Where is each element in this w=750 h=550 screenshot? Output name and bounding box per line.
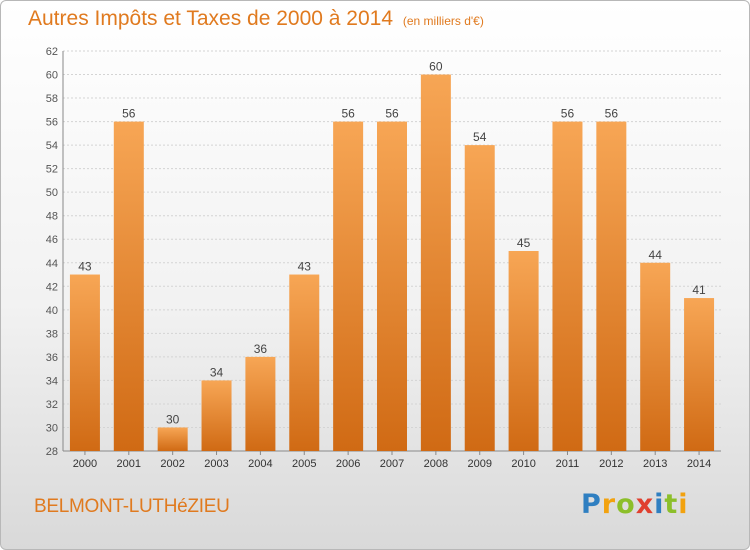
y-tick-label: 42 xyxy=(46,281,58,293)
y-tick-label: 36 xyxy=(46,352,58,364)
y-tick-label: 54 xyxy=(46,140,58,152)
x-tick-label: 2010 xyxy=(511,458,535,470)
y-tick-label: 28 xyxy=(46,446,58,458)
logo-letter: x xyxy=(635,489,655,520)
bar-value-label: 43 xyxy=(78,260,92,274)
x-tick-label: 2007 xyxy=(380,458,404,470)
bar-value-label: 56 xyxy=(122,107,136,121)
bar xyxy=(377,121,407,452)
y-tick-label: 56 xyxy=(46,117,58,129)
x-tick-label: 2000 xyxy=(73,458,97,470)
bar-value-label: 30 xyxy=(166,412,180,426)
bar-value-label: 34 xyxy=(210,365,224,379)
y-tick-label: 40 xyxy=(46,305,58,317)
x-tick-label: 2012 xyxy=(599,458,623,470)
proxiti-logo: Proxiti xyxy=(581,489,689,520)
y-tick-label: 52 xyxy=(46,164,58,176)
bar-value-label: 56 xyxy=(605,107,619,121)
bar-value-label: 56 xyxy=(385,107,399,121)
bar xyxy=(245,356,276,451)
bar-value-label: 56 xyxy=(561,107,575,121)
x-tick-label: 2003 xyxy=(204,458,228,470)
x-tick-label: 2006 xyxy=(336,458,360,470)
logo-letter: i xyxy=(654,489,665,520)
bar-value-label: 56 xyxy=(341,107,355,121)
x-tick-label: 2008 xyxy=(424,458,448,470)
x-tick-label: 2013 xyxy=(643,458,667,470)
logo-letter: i xyxy=(678,489,689,520)
commune-name: BELMONT-LUTHéZIEU xyxy=(34,496,230,517)
bar-value-label: 44 xyxy=(649,248,663,262)
logo-letter: o xyxy=(616,489,636,520)
y-tick-label: 34 xyxy=(46,375,58,387)
bar-value-label: 54 xyxy=(473,130,487,144)
chart-unit: (en milliers d'€) xyxy=(402,14,484,28)
x-tick-label: 2014 xyxy=(687,458,711,470)
x-tick-label: 2005 xyxy=(292,458,316,470)
bar xyxy=(289,274,320,451)
logo-letter: r xyxy=(601,489,617,520)
bar-value-label: 45 xyxy=(517,236,531,250)
x-tick-label: 2004 xyxy=(248,458,272,470)
y-tick-label: 48 xyxy=(46,211,58,223)
bar xyxy=(464,145,495,451)
x-tick-label: 2011 xyxy=(556,458,580,470)
bar xyxy=(201,380,232,451)
bar-value-label: 43 xyxy=(298,260,312,274)
x-tick-label: 2001 xyxy=(117,458,141,470)
chart-title: Autres Impôts et Taxes de 2000 à 2014 (e… xyxy=(28,7,484,31)
bar xyxy=(508,251,539,451)
bar-value-label: 60 xyxy=(429,60,443,74)
x-tick-label: 2002 xyxy=(160,458,184,470)
chart-title-text: Autres Impôts et Taxes de 2000 à 2014 xyxy=(28,7,394,30)
bar xyxy=(552,121,583,452)
bar xyxy=(420,74,451,451)
logo-letter: t xyxy=(664,489,679,520)
bar xyxy=(684,298,715,451)
bar xyxy=(69,274,100,451)
bar xyxy=(333,121,364,452)
logo-letter: P xyxy=(581,489,602,520)
bar-value-label: 36 xyxy=(254,342,268,356)
y-tick-label: 30 xyxy=(46,422,58,434)
y-tick-label: 32 xyxy=(46,399,58,411)
y-tick-label: 44 xyxy=(46,258,58,270)
bar-value-label: 41 xyxy=(692,283,706,297)
y-tick-label: 50 xyxy=(46,187,58,199)
bar xyxy=(157,427,188,451)
y-tick-label: 58 xyxy=(46,93,58,105)
y-tick-label: 46 xyxy=(46,234,58,246)
y-tick-label: 60 xyxy=(46,70,58,82)
y-tick-label: 62 xyxy=(46,46,58,58)
bar xyxy=(640,262,671,451)
y-tick-label: 38 xyxy=(46,328,58,340)
bar xyxy=(596,121,627,452)
bar xyxy=(113,121,144,452)
x-tick-label: 2009 xyxy=(467,458,491,470)
